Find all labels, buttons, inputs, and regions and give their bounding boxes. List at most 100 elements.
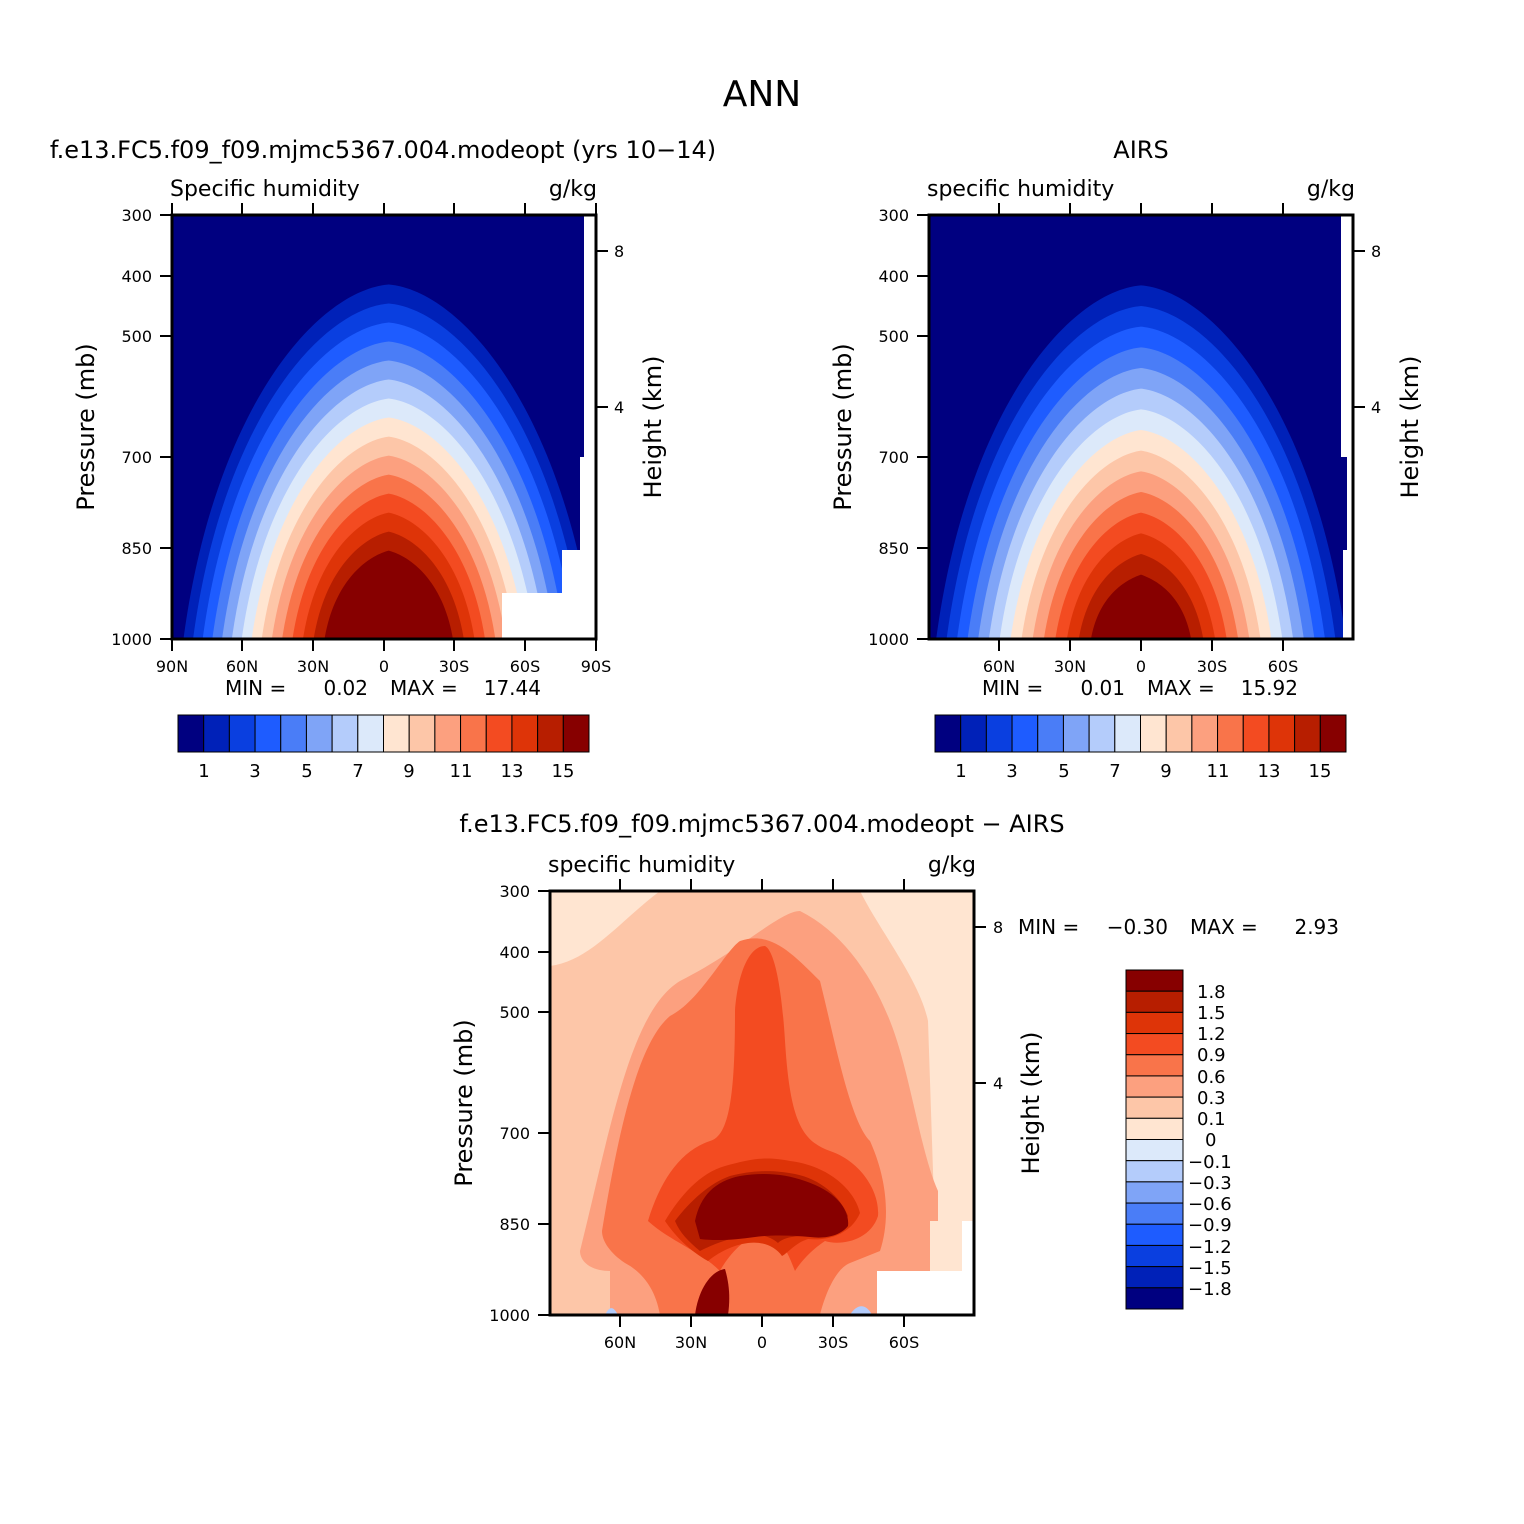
colorbar-label: 1.2: [1197, 1024, 1226, 1045]
x-tick-label: 30N: [297, 657, 329, 676]
colorbar-swatch: [1125, 1054, 1184, 1077]
y2-tick-label: 8: [1371, 242, 1381, 261]
y-tick-label: 500: [121, 327, 152, 346]
colorbar-label: 7: [352, 761, 363, 782]
axis-ticks: [160, 203, 608, 651]
max-label: MAX =: [1147, 676, 1215, 700]
colorbar-label: 11: [450, 761, 473, 782]
max-value: 2.93: [1294, 915, 1339, 939]
colorbar-label: 0.3: [1197, 1088, 1226, 1109]
x-tick-label: 60N: [226, 657, 258, 676]
missing-data-region: [877, 1221, 974, 1315]
colorbar-label: 0: [1205, 1130, 1216, 1151]
colorbar-swatch: [1125, 1181, 1184, 1204]
min-value: 0.01: [1080, 676, 1125, 700]
missing-data-region: [502, 215, 596, 639]
x-tick-label: 60S: [1268, 657, 1299, 676]
colorbar-label: 5: [1058, 761, 1069, 782]
colorbar-label: −0.6: [1188, 1194, 1232, 1215]
colorbar: [177, 714, 590, 753]
y-tick-labels: 300 400 500 700 850 1000 8 4: [868, 206, 1381, 649]
y2-tick-label: 4: [1371, 398, 1381, 417]
panel-airs: AIRS specific humidity g/kg: [829, 136, 1424, 782]
colorbar-swatch: [331, 714, 359, 753]
min-label: MIN =: [225, 676, 286, 700]
colorbar-swatch: [1037, 714, 1064, 753]
panel-title: f.e13.FC5.f09_f09.mjmc5367.004.modeopt (…: [50, 136, 716, 164]
x-tick-label: 60S: [510, 657, 541, 676]
colorbar-label: 7: [1109, 761, 1120, 782]
panel-title: AIRS: [1113, 136, 1168, 164]
y-tick-label: 700: [121, 448, 152, 467]
y-tick-label: 1000: [489, 1306, 530, 1325]
colorbar-swatch: [1140, 714, 1167, 753]
colorbar-swatch: [228, 714, 256, 753]
max-value: 17.44: [484, 676, 541, 700]
x-tick-label: 90S: [581, 657, 612, 676]
x-tick-label: 60N: [604, 1333, 636, 1352]
left-label: specific humidity: [548, 853, 735, 878]
x-tick-labels: 60N 30N 0 30S 60S: [604, 1333, 919, 1352]
colorbar-label: 15: [552, 761, 575, 782]
min-value: −0.30: [1107, 915, 1168, 939]
panel-difference: f.e13.FC5.f09_f09.mjmc5367.004.modeopt −…: [450, 810, 1339, 1352]
y2-tick-label: 4: [614, 398, 624, 417]
colorbar-swatch: [485, 714, 513, 753]
colorbar-swatch: [1125, 1160, 1184, 1183]
y-tick-label: 400: [878, 267, 909, 286]
colorbar-label: −0.9: [1188, 1215, 1232, 1236]
x-tick-label: 0: [1136, 657, 1146, 676]
colorbar-swatch: [357, 714, 384, 753]
colorbar-swatch: [460, 714, 487, 753]
difference-field: [550, 891, 974, 1315]
max-value: 15.92: [1241, 676, 1298, 700]
colorbar-swatch: [1125, 1033, 1184, 1056]
units-label: g/kg: [1307, 177, 1355, 202]
x-tick-label: 30S: [818, 1333, 849, 1352]
colorbar-swatch: [1125, 1287, 1184, 1310]
contour-plot: [172, 215, 596, 639]
colorbar-swatch: [383, 714, 410, 753]
colorbar-swatch: [177, 714, 205, 753]
left-label: Specific humidity: [170, 177, 360, 202]
panel-model: f.e13.FC5.f09_f09.mjmc5367.004.modeopt (…: [50, 136, 716, 782]
y2-axis-title: Height (km): [1396, 356, 1424, 499]
colorbar-label: −0.1: [1188, 1152, 1232, 1173]
axis-ticks: [917, 203, 1365, 651]
colorbar-swatch: [280, 714, 307, 753]
colorbar-label: −1.5: [1188, 1258, 1232, 1279]
colorbar-swatch: [1125, 1202, 1184, 1225]
colorbar-swatch: [1114, 714, 1141, 753]
colorbar-swatch: [1088, 714, 1116, 753]
x-tick-label: 0: [757, 1333, 767, 1352]
colorbar-labels: 1 3 5 7 9 11 13 15: [198, 761, 574, 782]
colorbar-swatch: [1125, 1223, 1184, 1246]
colorbar-label: 0.9: [1197, 1045, 1226, 1066]
colorbar: [934, 714, 1347, 753]
colorbar-swatch: [1011, 714, 1039, 753]
colorbar-label: 1: [955, 761, 966, 782]
contour-plot: [929, 215, 1353, 639]
colorbar-swatch: [1125, 1266, 1184, 1289]
colorbar-swatch: [408, 714, 436, 753]
y-tick-label: 850: [121, 539, 152, 558]
colorbar-swatch: [960, 714, 987, 753]
contour-band: [324, 550, 453, 639]
colorbar-swatch: [1191, 714, 1219, 753]
colorbar-swatch: [1125, 1139, 1184, 1162]
colorbar-swatch: [1294, 714, 1321, 753]
panel-title: f.e13.FC5.f09_f09.mjmc5367.004.modeopt −…: [459, 810, 1064, 838]
y-tick-label: 300: [121, 206, 152, 225]
y-tick-label: 700: [878, 448, 909, 467]
y-tick-label: 500: [878, 327, 909, 346]
y-tick-label: 500: [499, 1003, 530, 1022]
min-label: MIN =: [1018, 915, 1079, 939]
colorbar-label: −1.8: [1188, 1279, 1232, 1300]
colorbar-swatch: [1268, 714, 1296, 753]
min-label: MIN =: [982, 676, 1043, 700]
colorbar-swatch: [1125, 1075, 1184, 1098]
left-label: specific humidity: [927, 177, 1114, 202]
contour-plot: [550, 891, 974, 1315]
colorbar-swatch: [1242, 714, 1270, 753]
